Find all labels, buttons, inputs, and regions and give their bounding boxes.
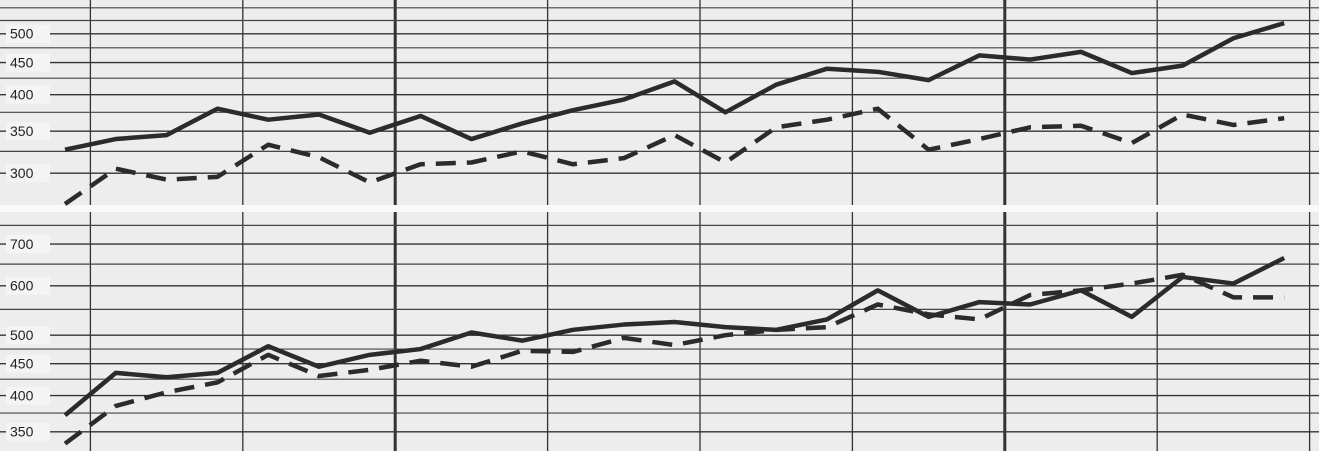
- tick-label-bg: [6, 24, 50, 43]
- tick-label-bg: [6, 235, 50, 254]
- y-tick-label: 500: [10, 327, 34, 343]
- tick-label-bg: [6, 422, 50, 441]
- tick-label-bg: [6, 164, 50, 183]
- y-tick-label: 400: [10, 86, 34, 102]
- y-tick-label: 400: [10, 387, 34, 403]
- y-tick-label: 700: [10, 236, 34, 252]
- tick-label-bg: [6, 53, 50, 72]
- tick-label-bg: [6, 122, 50, 141]
- y-tick-label: 450: [10, 355, 34, 371]
- tick-label-bg: [6, 386, 50, 405]
- dashed-line: [63, 106, 1285, 206]
- tick-label-bg: [6, 354, 50, 373]
- panel-separator: [0, 205, 1319, 212]
- y-tick-label: 500: [10, 26, 34, 42]
- y-tick-label: 300: [10, 165, 34, 181]
- y-tick-label: 350: [10, 123, 34, 139]
- solid-line: [64, 20, 1285, 152]
- tick-label-bg: [6, 276, 50, 295]
- dashed-line: [63, 272, 1285, 446]
- y-tick-label: 450: [10, 54, 34, 70]
- tick-label-bg: [6, 326, 50, 345]
- y-tick-label: 350: [10, 423, 34, 439]
- tick-label-bg: [6, 85, 50, 104]
- y-tick-label: 600: [10, 278, 34, 294]
